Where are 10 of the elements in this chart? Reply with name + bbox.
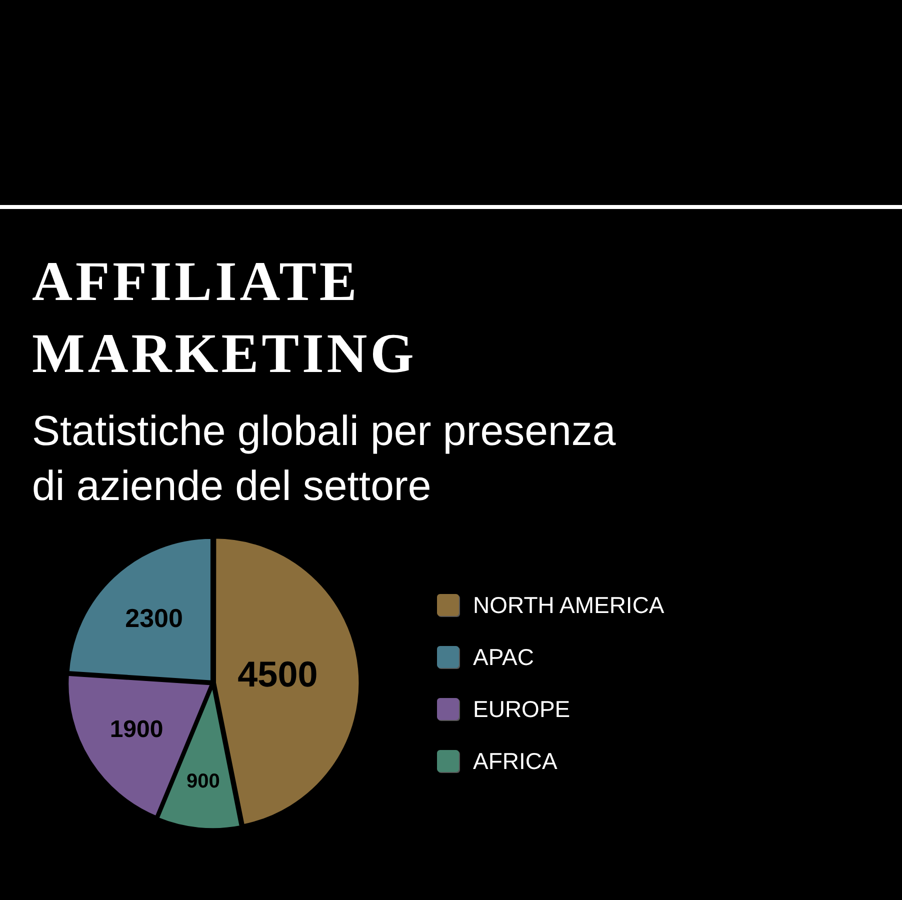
legend-label: APAC [473, 644, 534, 670]
chart-title: AFFILIATE MARKETING [32, 250, 418, 387]
data-label: 1900 [110, 716, 164, 744]
legend-label: AFRICA [473, 748, 558, 774]
legend-label: NORTH AMERICA [473, 592, 664, 618]
data-label: 4500 [238, 654, 318, 695]
legend-label: EUROPE [473, 696, 570, 722]
data-label: 2300 [125, 603, 183, 634]
data-label: 900 [186, 770, 220, 793]
chart-subtitle: Statistiche globali per presenza di aziende del settore [32, 406, 617, 511]
